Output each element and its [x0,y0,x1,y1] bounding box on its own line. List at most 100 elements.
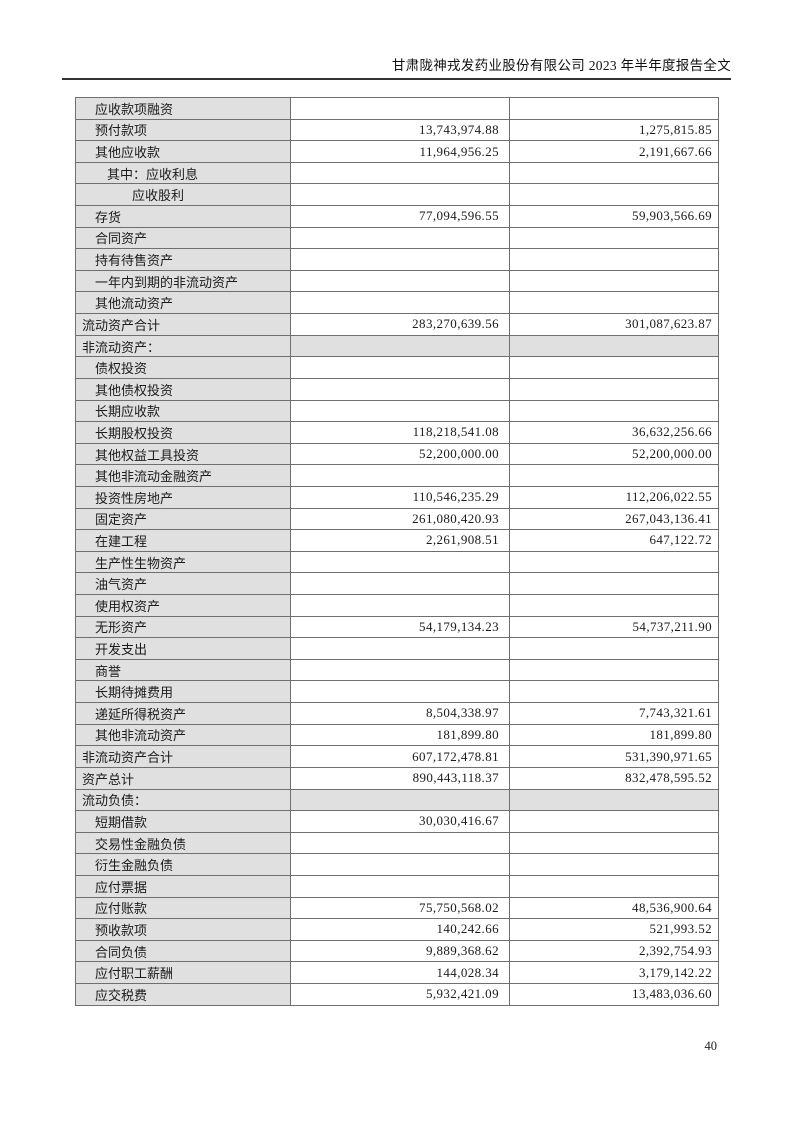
table-row: 无形资产 54,179,134.23 54,737,211.90 [75,615,719,639]
row-label: 长期应收款 [75,399,291,423]
value-current-period: 2,261,908.51 [290,529,510,552]
value-prior-period: 36,632,256.66 [509,421,719,444]
value-prior-period [509,788,719,812]
value-current-period [290,637,510,660]
row-label: 投资性房地产 [75,485,291,509]
value-prior-period: 647,122.72 [509,529,719,552]
value-current-period [290,377,510,401]
value-current-period [290,853,510,876]
table-row: 持有待售资产 [75,248,719,271]
value-current-period [290,874,510,898]
row-label: 合同资产 [75,226,291,250]
row-label: 应付账款 [75,896,291,920]
row-label: 非流动资产合计 [75,745,291,768]
value-current-period: 261,080,420.93 [290,507,510,531]
value-current-period: 13,743,974.88 [290,118,510,142]
table-row: 其他流动资产 [75,291,719,315]
value-prior-period [509,291,719,315]
value-current-period [290,399,510,423]
value-current-period [290,680,510,704]
table-row: 流动负债： [75,788,719,812]
value-current-period [290,788,510,812]
value-prior-period: 52,200,000.00 [509,442,719,466]
value-current-period: 75,750,568.02 [290,896,510,920]
value-prior-period [509,183,719,207]
table-row: 长期待摊费用 [75,680,719,704]
value-prior-period: 1,275,815.85 [509,118,719,142]
table-row: 其他权益工具投资 52,200,000.00 52,200,000.00 [75,442,719,466]
table-row: 开发支出 [75,637,719,660]
value-current-period [290,183,510,207]
value-current-period: 118,218,541.08 [290,421,510,444]
table-row: 非流动资产合计 607,172,478.81 531,390,971.65 [75,745,719,768]
value-current-period [290,658,510,682]
value-prior-period [509,594,719,617]
row-label: 其中：应收利息 [75,161,291,185]
value-prior-period [509,248,719,271]
running-header-title: 甘肃陇神戎发药业股份有限公司 2023 年半年度报告全文 [391,58,731,73]
row-label: 衍生金融负债 [75,853,291,876]
header-rule [62,78,731,80]
value-prior-period: 301,087,623.87 [509,313,719,336]
value-current-period: 9,889,368.62 [290,939,510,963]
value-prior-period: 181,899.80 [509,723,719,747]
value-current-period [290,464,510,487]
row-label: 开发支出 [75,637,291,660]
row-label: 债权投资 [75,356,291,379]
value-prior-period: 832,478,595.52 [509,766,719,790]
table-row: 债权投资 [75,356,719,379]
table-row: 应交税费 5,932,421.09 13,483,036.60 [75,982,719,1006]
value-current-period: 30,030,416.67 [290,810,510,833]
table-row: 一年内到期的非流动资产 [75,269,719,293]
row-label: 其他债权投资 [75,377,291,401]
table-row: 短期借款 30,030,416.67 [75,810,719,833]
table-row: 其中：应收利息 [75,161,719,185]
row-label: 交易性金融负债 [75,831,291,855]
value-prior-period: 267,043,136.41 [509,507,719,531]
value-current-period: 54,179,134.23 [290,615,510,639]
row-label: 长期股权投资 [75,421,291,444]
table-row: 合同负债 9,889,368.62 2,392,754.93 [75,939,719,963]
value-current-period: 77,094,596.55 [290,205,510,228]
table-row: 应付票据 [75,874,719,898]
row-label: 存货 [75,205,291,228]
row-label: 流动负债： [75,788,291,812]
row-label: 固定资产 [75,507,291,531]
table-row: 资产总计 890,443,118.37 832,478,595.52 [75,766,719,790]
table-row: 流动资产合计 283,270,639.56 301,087,623.87 [75,313,719,336]
table-row: 合同资产 [75,226,719,250]
row-label: 其他流动资产 [75,291,291,315]
value-current-period [290,334,510,358]
value-prior-period [509,334,719,358]
table-row: 交易性金融负债 [75,831,719,855]
value-prior-period [509,831,719,855]
row-label: 其他非流动资产 [75,723,291,747]
value-current-period [290,291,510,315]
table-row: 使用权资产 [75,594,719,617]
table-row: 其他应收款 11,964,956.25 2,191,667.66 [75,140,719,163]
value-prior-period: 2,392,754.93 [509,939,719,963]
table-row: 衍生金融负债 [75,853,719,876]
value-prior-period [509,572,719,596]
value-prior-period [509,269,719,293]
value-prior-period: 59,903,566.69 [509,205,719,228]
value-current-period [290,269,510,293]
row-label: 预付款项 [75,118,291,142]
value-prior-period [509,637,719,660]
balance-sheet-table: 应收款项融资 预付款项 13,743,974.88 1,275,815.85 其他应收款… [75,97,719,1006]
table-row: 商誉 [75,658,719,682]
table-row: 应付职工薪酬 144,028.34 3,179,142.22 [75,961,719,984]
value-prior-period [509,161,719,185]
value-current-period: 8,504,338.97 [290,702,510,725]
table-row: 长期股权投资 118,218,541.08 36,632,256.66 [75,421,719,444]
row-label: 应付职工薪酬 [75,961,291,984]
row-label: 其他应收款 [75,140,291,163]
row-label: 商誉 [75,658,291,682]
value-prior-period [509,377,719,401]
row-label: 油气资产 [75,572,291,596]
table-row: 其他非流动金融资产 [75,464,719,487]
table-row: 其他非流动资产 181,899.80 181,899.80 [75,723,719,747]
table-row: 固定资产 261,080,420.93 267,043,136.41 [75,507,719,531]
table-row: 其他债权投资 [75,377,719,401]
row-label: 递延所得税资产 [75,702,291,725]
